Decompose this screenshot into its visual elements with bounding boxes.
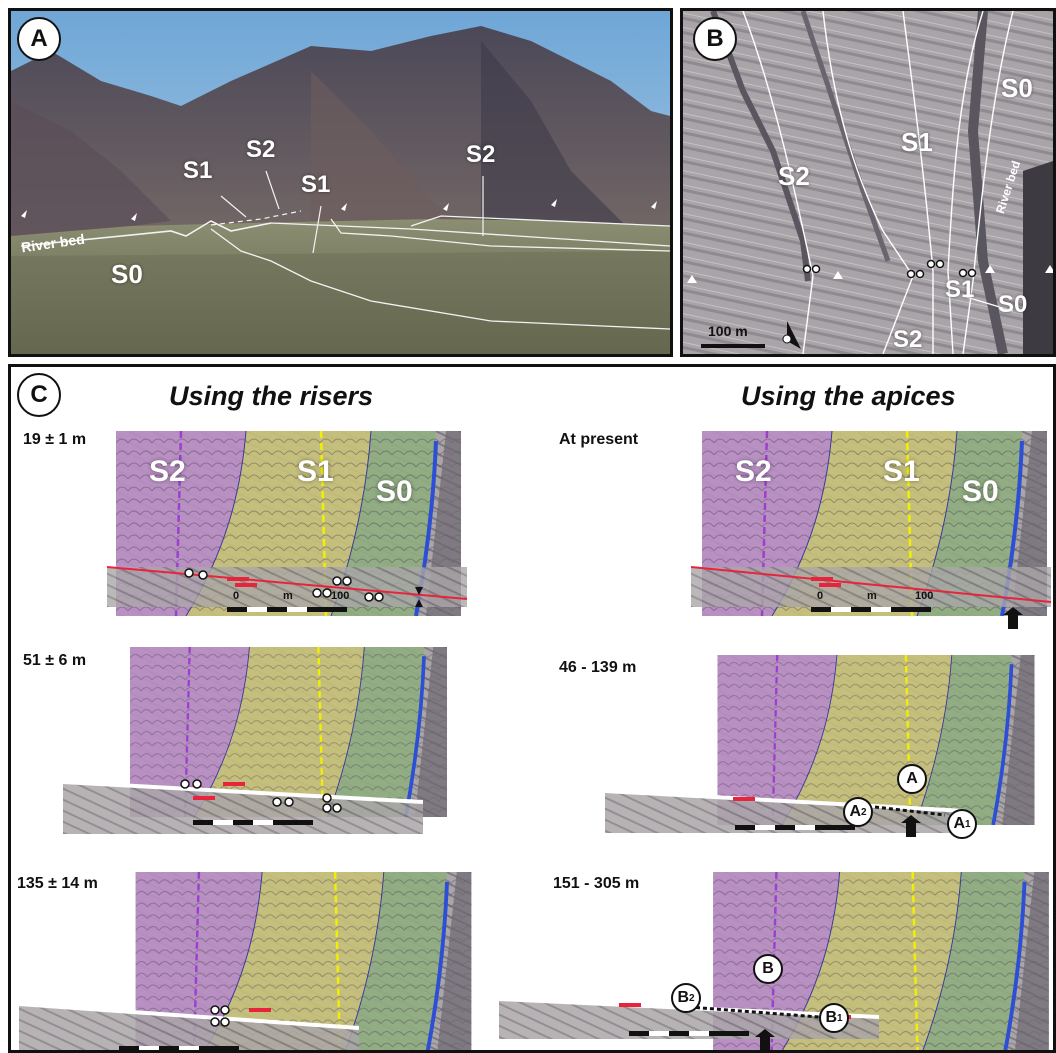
title-using-apices: Using the apices (741, 381, 956, 411)
fault-strip-present (691, 566, 1052, 629)
title-using-risers: Using the risers (169, 381, 374, 411)
scale-unit-r1: m (283, 590, 293, 602)
panel-a-photo: A S1 S2 S1 S2 River bed S0 (8, 8, 673, 357)
row-label-51m: 51 ± 6 m (23, 652, 87, 669)
tile-apices-present: S2 S1 S0 (697, 431, 1052, 616)
fan-label-s1-present: S1 (883, 455, 920, 488)
scale-label-100m: 100 m (708, 323, 748, 339)
row-label-151-305m: 151 - 305 m (553, 875, 640, 892)
tile-risers-19m: S2 S1 S0 (111, 431, 466, 616)
fan-label-s2: S2 (149, 455, 186, 488)
fan-label-s1: S1 (297, 455, 334, 488)
label-s0: S0 (111, 259, 143, 289)
label-b-s1: S1 (901, 127, 933, 157)
panel-b-badge: B (693, 17, 737, 61)
label-b-s2-low: S2 (893, 326, 923, 353)
row-label-46-139m: 46 - 139 m (559, 659, 637, 676)
label-s1-mid: S1 (301, 171, 331, 198)
marker-b: B (753, 954, 783, 984)
marker-a: A (897, 764, 927, 794)
arrowhead-icons (21, 199, 657, 221)
mountain-photo (11, 11, 670, 354)
scale-hundred-r1: 100 (331, 590, 350, 602)
scale-zero-r1: 0 (233, 590, 240, 602)
row-label-19m: 19 ± 1 m (23, 431, 87, 448)
scale-zero-r1b: 0 (817, 590, 824, 602)
fan-label-s0: S0 (376, 475, 413, 508)
north-arrow-icon (787, 321, 801, 349)
riser-markers (802, 259, 977, 279)
label-s2-right: S2 (466, 141, 496, 168)
label-s2-left: S2 (246, 136, 276, 163)
satellite-map (683, 11, 1053, 354)
label-b-s2: S2 (778, 161, 810, 191)
fault-strip-135m (19, 1002, 359, 1050)
scale-hundred-r1b: 100 (915, 590, 934, 602)
label-s1-left: S1 (183, 157, 213, 184)
fault-strip-51m (63, 779, 423, 834)
panel-b-satellite: B S2 S1 S0 River bed S1 S0 S2 100 m (680, 8, 1056, 357)
label-b-s0-top: S0 (1001, 73, 1033, 103)
label-b-s0-low: S0 (998, 291, 1028, 318)
panel-c-reconstruction: C Using the risers Using the apices 19 ±… (8, 364, 1056, 1053)
fan-label-s0-present: S0 (962, 475, 999, 508)
scale-unit-r1b: m (867, 590, 877, 602)
fault-strip-46-139m (605, 789, 966, 837)
panel-a-badge: A (17, 17, 61, 61)
panel-c-badge: C (17, 373, 61, 417)
row-label-135m: 135 ± 14 m (17, 875, 98, 892)
row-label-at-present: At present (559, 431, 639, 448)
fault-strip-19m (107, 566, 467, 612)
fan-label-s2-present: S2 (735, 455, 772, 488)
label-b-s1-low: S1 (945, 276, 975, 303)
